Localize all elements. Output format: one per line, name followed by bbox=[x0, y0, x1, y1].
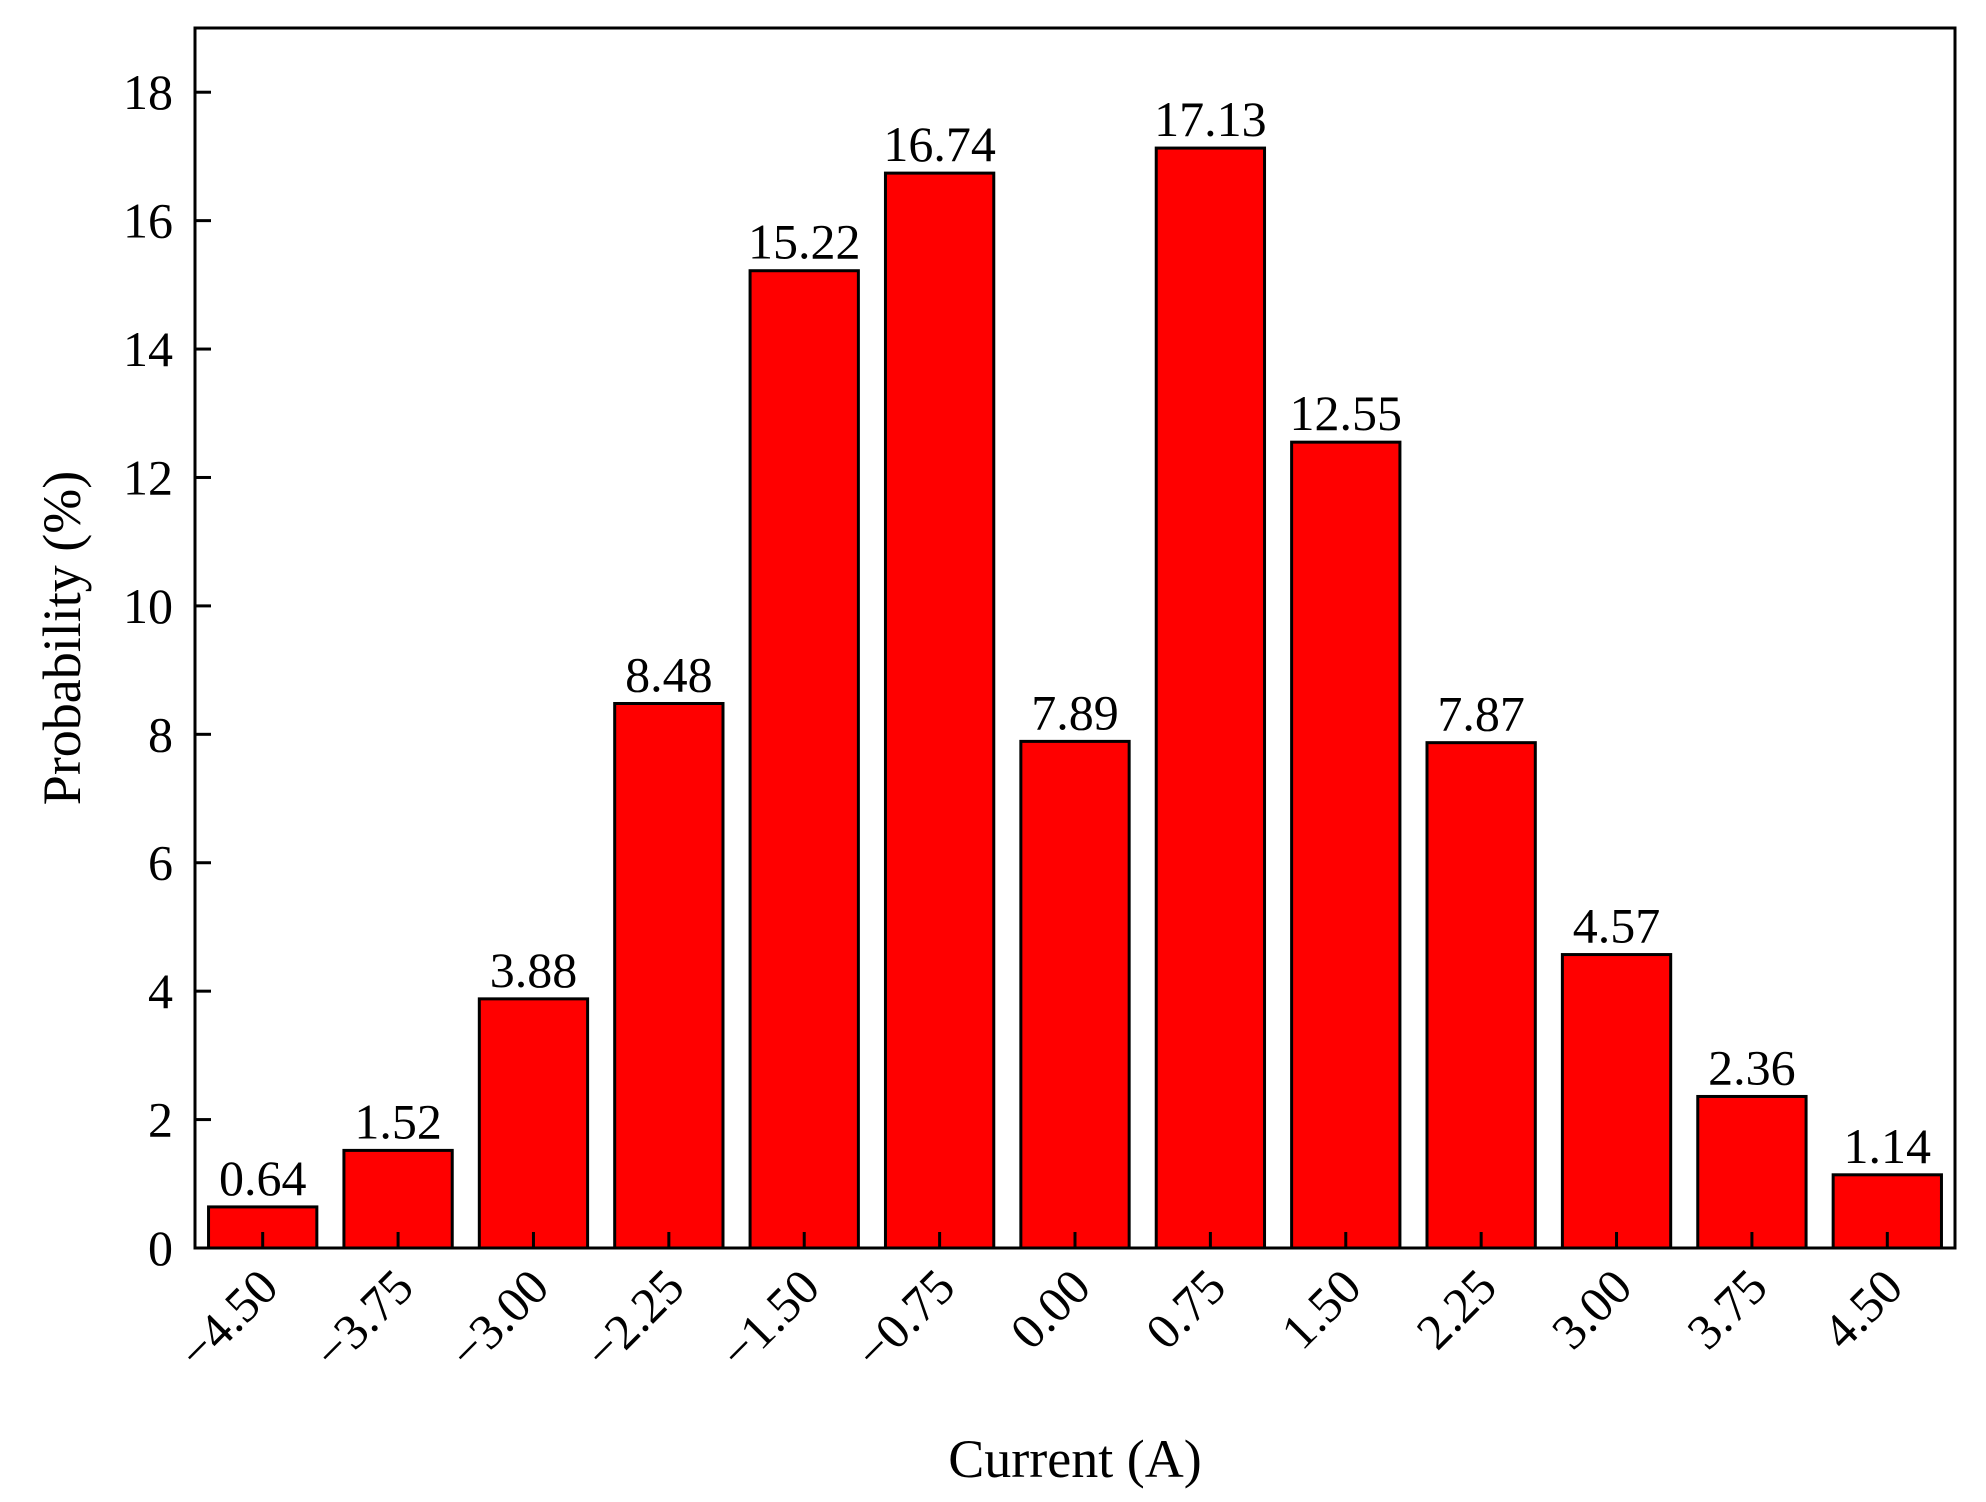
bar-10 bbox=[1560, 953, 1673, 1250]
x-tick-label-11: 3.75 bbox=[1676, 1258, 1777, 1359]
data-label-4: 15.22 bbox=[748, 214, 861, 270]
y-axis-ticks: 0 2 4 6 8 10 12 14 16 18 bbox=[123, 64, 211, 1276]
x-tick-label-9: 2.25 bbox=[1405, 1258, 1506, 1359]
bar-5 bbox=[883, 171, 996, 1250]
data-label-9: 7.87 bbox=[1437, 686, 1525, 742]
bar-3 bbox=[613, 701, 725, 1250]
x-tick-label-12: 4.50 bbox=[1812, 1258, 1913, 1359]
x-tick-label-2: −3.00 bbox=[438, 1258, 559, 1379]
bar-4 bbox=[748, 269, 860, 1250]
data-label-6: 7.89 bbox=[1031, 684, 1119, 740]
data-label-1: 1.52 bbox=[354, 1093, 442, 1149]
bar-6 bbox=[1019, 739, 1131, 1250]
x-tick-label-4: −1.50 bbox=[709, 1258, 830, 1379]
y-tick-label-9: 18 bbox=[123, 64, 173, 120]
x-axis-ticks: −4.50 −3.75 −3.00 −2.25 −1.50 −0.75 0.00 0.75 1.… bbox=[167, 1232, 1913, 1380]
x-tick-label-8: 1.50 bbox=[1270, 1258, 1371, 1359]
x-tick-label-3: −2.25 bbox=[573, 1258, 694, 1379]
x-tick-label-5: −0.75 bbox=[844, 1258, 965, 1379]
x-tick-label-7: 0.75 bbox=[1135, 1258, 1236, 1359]
y-axis-title: Probability (%) bbox=[32, 471, 92, 805]
y-tick-label-5: 10 bbox=[123, 578, 173, 634]
bars-layer bbox=[207, 146, 1943, 1250]
y-tick-label-7: 14 bbox=[123, 321, 173, 377]
x-tick-label-0: −4.50 bbox=[167, 1258, 288, 1379]
y-tick-label-0: 0 bbox=[148, 1220, 173, 1276]
bar-9 bbox=[1425, 741, 1537, 1250]
data-label-2: 3.88 bbox=[490, 942, 578, 998]
data-label-12: 1.14 bbox=[1844, 1118, 1932, 1174]
data-label-10: 4.57 bbox=[1573, 898, 1661, 954]
y-tick-label-3: 6 bbox=[148, 835, 173, 891]
x-tick-label-6: 0.00 bbox=[999, 1258, 1100, 1359]
y-tick-label-4: 8 bbox=[148, 706, 173, 762]
data-label-11: 2.36 bbox=[1708, 1039, 1796, 1095]
data-label-8: 12.55 bbox=[1290, 385, 1403, 441]
x-tick-label-1: −3.75 bbox=[302, 1258, 423, 1379]
x-axis-title: Current (A) bbox=[948, 1429, 1201, 1489]
bar-8 bbox=[1290, 440, 1402, 1250]
y-tick-label-1: 2 bbox=[148, 1092, 173, 1148]
bar-1 bbox=[342, 1148, 454, 1250]
x-tick-label-10: 3.00 bbox=[1541, 1258, 1642, 1359]
bar-7 bbox=[1154, 146, 1267, 1250]
data-label-5: 16.74 bbox=[883, 116, 996, 172]
data-labels-layer: 0.64 1.52 3.88 8.48 15.22 16.74 7.89 17.13 12.55… bbox=[219, 91, 1931, 1206]
y-tick-label-6: 12 bbox=[123, 449, 173, 505]
y-tick-label-2: 4 bbox=[148, 963, 173, 1019]
bar-11 bbox=[1696, 1094, 1808, 1250]
data-label-3: 8.48 bbox=[625, 646, 713, 702]
data-label-7: 17.13 bbox=[1154, 91, 1267, 147]
data-label-0: 0.64 bbox=[219, 1150, 307, 1206]
y-tick-label-8: 16 bbox=[123, 193, 173, 249]
bar-2 bbox=[477, 997, 590, 1250]
